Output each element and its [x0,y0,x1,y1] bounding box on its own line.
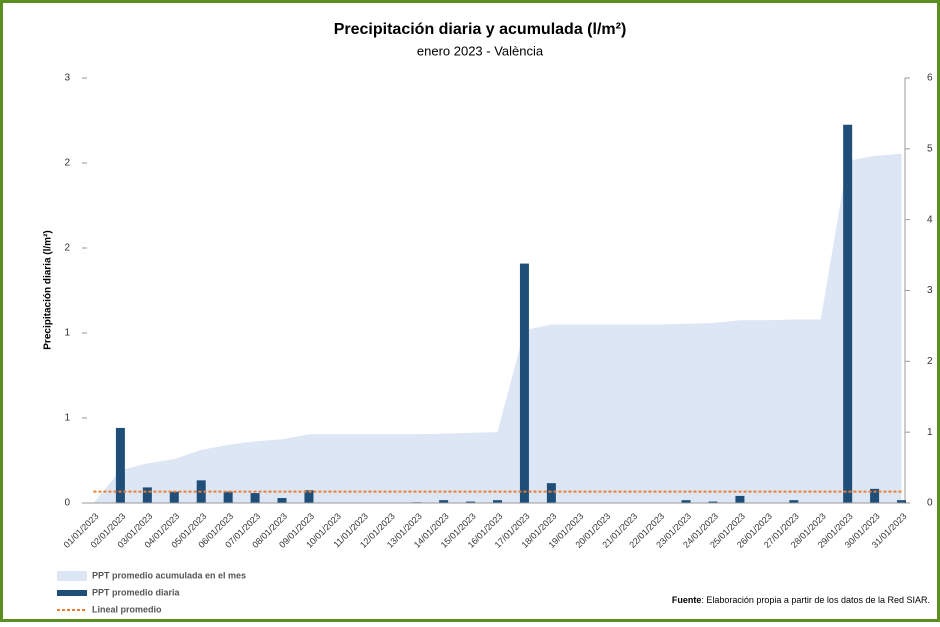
y-tick-label: 1 [64,328,70,339]
y-tick-label: 1 [64,413,70,424]
bar [519,263,529,503]
y2-tick-label: 2 [927,356,933,367]
y2-tick-label: 0 [927,498,933,509]
bar [546,483,556,503]
bar [870,488,880,503]
y-tick-label: 2 [64,158,70,169]
legend-swatch [57,590,87,596]
bar [277,498,287,503]
cumulative-area [93,153,902,503]
y-tick-label: 3 [64,73,70,84]
bar [304,490,314,503]
y2-tick-label: 5 [927,143,933,154]
y-tick-label: 2 [64,243,70,254]
legend-label: Lineal promedio [92,604,162,614]
source-label: Fuente [672,595,702,605]
bar [250,493,260,503]
bar [735,495,745,503]
y2-tick-label: 3 [927,285,933,296]
y2-tick-label: 6 [927,73,933,84]
bar [843,124,853,503]
bar [681,500,691,503]
bar [897,500,907,503]
bar [439,500,449,503]
bar [466,501,476,503]
source-text: : Elaboración propia a partir de los dat… [701,595,930,605]
chart-title: Precipitación diaria y acumulada (l/m²) [334,21,627,38]
legend-label: PPT promedio diaria [92,587,181,597]
legend-swatch [57,571,87,581]
bar [142,487,152,503]
legend-label: PPT promedio acumulada en el mes [92,570,246,580]
source: Fuente: Elaboración propia a partir de l… [672,595,930,605]
y2-tick-label: 4 [927,214,933,225]
chart-subtitle: enero 2023 - València [417,43,544,58]
y-tick-label: 0 [64,498,70,509]
bar [708,501,718,503]
bar [169,491,179,503]
bar [789,500,799,503]
y2-tick-label: 1 [927,427,933,438]
y-axis-label: Precipitación diaria (l/m²) [43,230,54,349]
bar [115,427,125,503]
bar [493,500,502,503]
bar [223,491,233,503]
